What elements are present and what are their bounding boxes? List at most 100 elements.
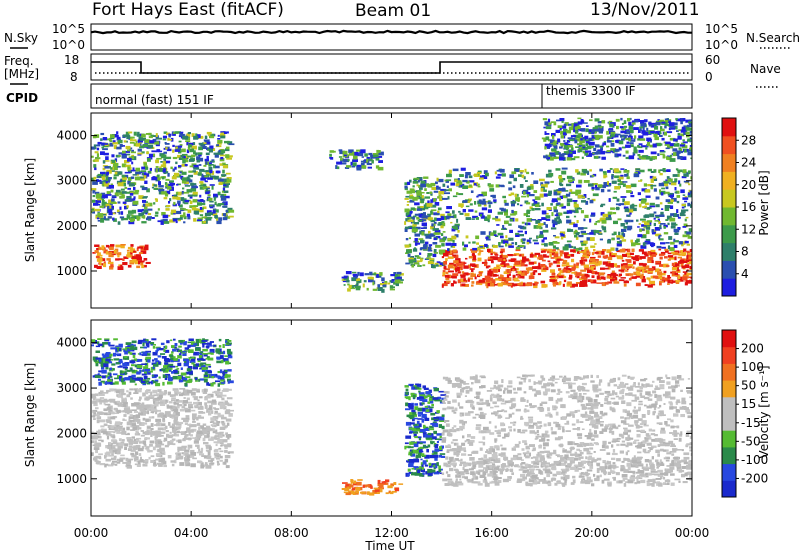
- echo-cell: [521, 260, 526, 263]
- echo-cell: [120, 454, 125, 457]
- echo-cell: [635, 168, 641, 171]
- echo-cell: [183, 192, 190, 194]
- echo-cell: [224, 195, 230, 199]
- echo-cell: [444, 275, 450, 278]
- echo-cell: [593, 249, 596, 252]
- echo-cell: [198, 363, 201, 368]
- echo-cell: [607, 261, 611, 264]
- echo-cell: [622, 154, 626, 157]
- echo-cell: [404, 226, 409, 230]
- echo-cell: [141, 166, 145, 170]
- echo-cell: [106, 451, 111, 456]
- echo-cell: [532, 239, 538, 242]
- echo-cell: [515, 232, 519, 235]
- echo-cell: [541, 217, 547, 220]
- echo-cell: [669, 217, 676, 222]
- echo-cell: [175, 146, 178, 151]
- echo-cell: [567, 245, 572, 248]
- echo-cell: [147, 218, 152, 221]
- echo-cell: [686, 231, 691, 235]
- echo-cell: [452, 239, 455, 243]
- echo-cell: [688, 170, 691, 174]
- echo-cell: [684, 240, 689, 244]
- echo-cell: [120, 188, 125, 191]
- echo-cell: [578, 136, 583, 139]
- echo-cell: [601, 156, 606, 160]
- echo-cell: [130, 345, 135, 349]
- echo-cell: [614, 277, 618, 280]
- echo-cell: [92, 435, 98, 440]
- echo-cell: [124, 186, 128, 189]
- echo-cell: [634, 204, 638, 207]
- echo-cell: [431, 223, 434, 227]
- echo-cell: [108, 254, 114, 258]
- echo-cell: [178, 379, 184, 383]
- echo-cell: [590, 245, 596, 248]
- echo-cell: [104, 339, 110, 342]
- echo-cell: [599, 145, 603, 148]
- echo-cell: [182, 201, 185, 204]
- echo-cell: [150, 411, 154, 414]
- echo-cell: [155, 382, 161, 387]
- echo-cell: [165, 190, 171, 195]
- echo-cell: [114, 381, 119, 385]
- echo-cell: [575, 169, 579, 173]
- echo-cell: [427, 260, 433, 265]
- echo-cell: [170, 339, 173, 342]
- echo-cell: [577, 194, 583, 199]
- echo-cell: [159, 348, 164, 351]
- echo-cell: [127, 180, 131, 185]
- echo-cell: [192, 164, 199, 169]
- echo-cell: [678, 279, 684, 282]
- echo-cell: [628, 277, 632, 281]
- echo-cell: [446, 280, 451, 283]
- echo-cell: [508, 181, 512, 184]
- echo-cell: [193, 210, 199, 215]
- echo-cell: [448, 169, 452, 174]
- echo-cell: [490, 283, 495, 287]
- echo-cell: [650, 249, 656, 254]
- echo-cell: [111, 198, 115, 203]
- echo-cell: [531, 208, 535, 211]
- echo-cell: [210, 417, 216, 421]
- echo-cell: [690, 201, 692, 204]
- echo-cell: [513, 258, 517, 261]
- echo-cell: [169, 182, 175, 186]
- echo-cell: [126, 390, 129, 393]
- echo-cell: [608, 128, 614, 130]
- echo-cell: [199, 194, 202, 198]
- echo-cell: [146, 188, 150, 193]
- echo-cell: [442, 270, 446, 274]
- echo-cell: [197, 352, 203, 355]
- echo-cell: [514, 242, 518, 246]
- echo-cell: [550, 277, 556, 280]
- echo-cell: [141, 212, 145, 216]
- echo-cell: [142, 417, 146, 421]
- echo-cell: [656, 131, 659, 133]
- echo-cell: [370, 154, 375, 159]
- echo-cell: [219, 442, 224, 445]
- echo-cell: [431, 264, 435, 268]
- echo-cell: [468, 180, 475, 183]
- echo-cell: [197, 406, 204, 410]
- date-label: 13/Nov/2011: [590, 0, 700, 20]
- echo-cell: [547, 139, 550, 142]
- echo-cell: [623, 227, 627, 229]
- echo-cell: [360, 149, 366, 154]
- echo-cell: [222, 344, 225, 348]
- echo-cell: [647, 284, 653, 288]
- echo-cell: [588, 183, 594, 187]
- echo-cell: [630, 129, 634, 134]
- echo-cell: [117, 166, 121, 168]
- echo-cell: [127, 166, 130, 170]
- echo-cell: [536, 225, 542, 229]
- echo-cell: [642, 133, 649, 136]
- echo-cell: [359, 272, 364, 277]
- echo-cell: [591, 136, 595, 139]
- echo-cell: [482, 280, 485, 283]
- echo-cell: [686, 280, 692, 284]
- echo-cell: [629, 142, 634, 144]
- echo-cell: [447, 248, 450, 252]
- echo-cell: [660, 273, 666, 276]
- echo-cell: [436, 261, 441, 264]
